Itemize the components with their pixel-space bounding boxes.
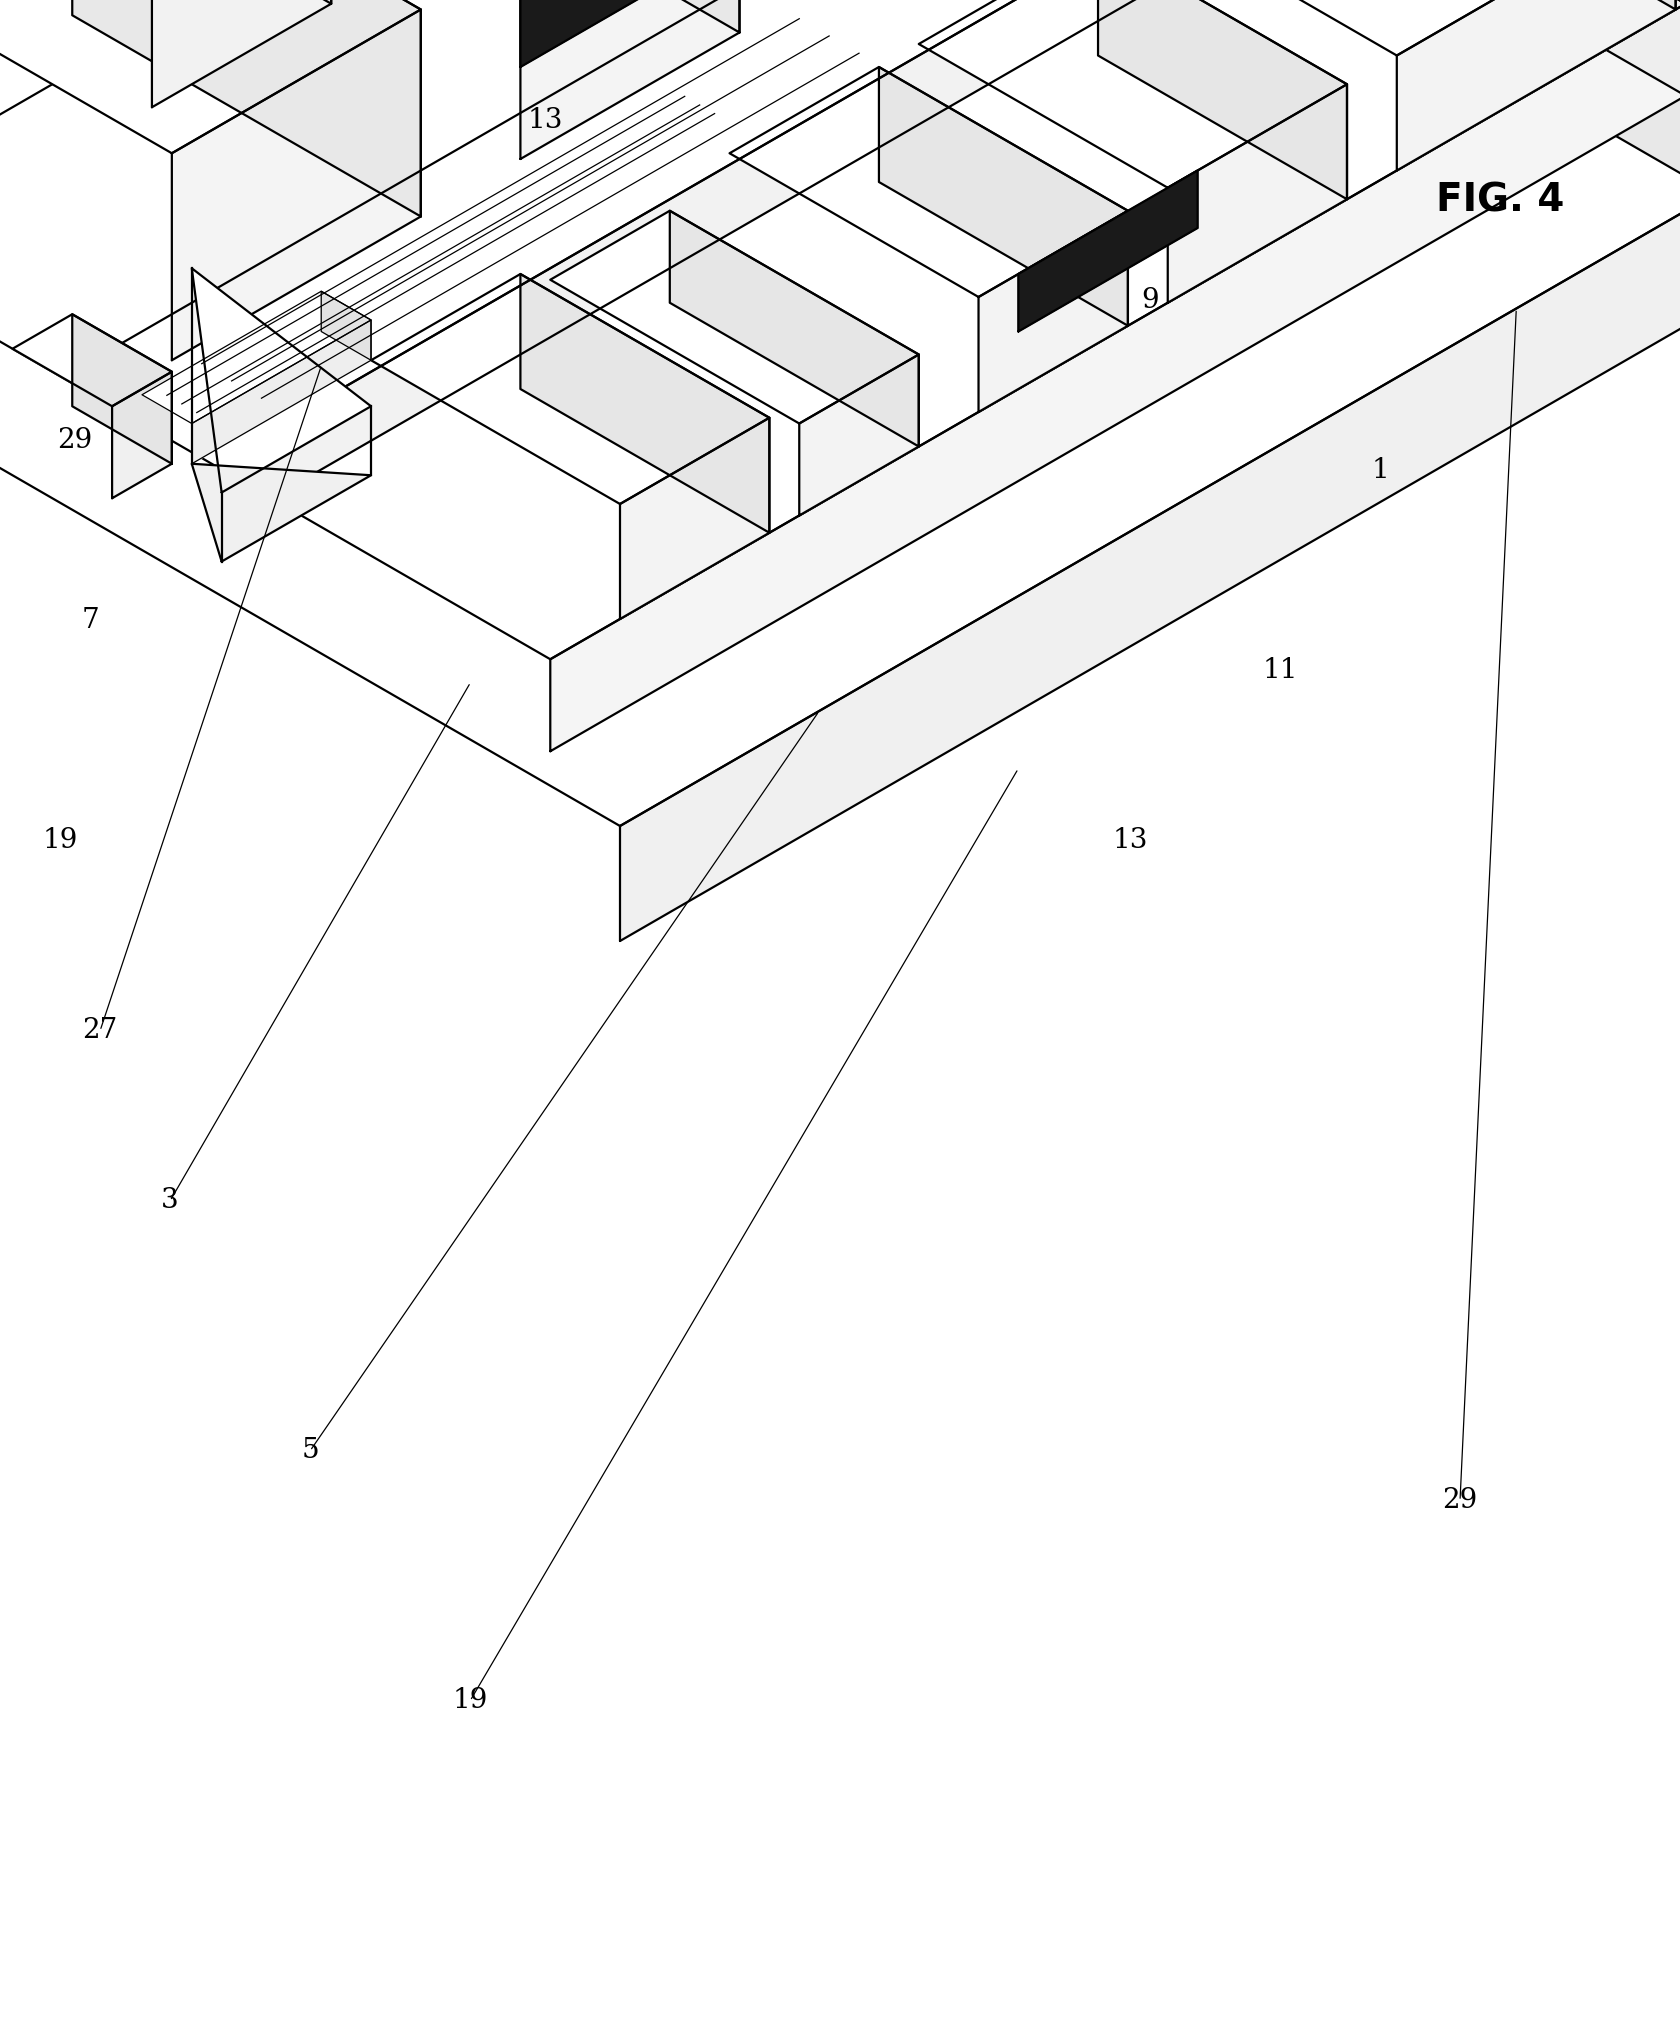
Polygon shape [521,0,739,160]
Polygon shape [72,313,171,463]
Text: 29: 29 [57,428,92,455]
Polygon shape [192,319,371,463]
Text: 19: 19 [452,1688,487,1714]
Polygon shape [521,0,739,67]
Polygon shape [371,275,769,503]
Text: 29: 29 [1443,1487,1478,1514]
Polygon shape [12,313,171,406]
Polygon shape [1099,0,1347,200]
Polygon shape [551,4,1680,752]
Text: FIG. 4: FIG. 4 [1436,182,1564,220]
Polygon shape [521,275,769,534]
Polygon shape [670,210,919,447]
Text: 5: 5 [301,1437,319,1465]
Polygon shape [551,210,919,424]
Polygon shape [1396,0,1675,170]
Polygon shape [52,0,331,4]
Text: 7: 7 [81,608,99,635]
Polygon shape [151,0,331,107]
Polygon shape [919,0,1347,188]
Polygon shape [321,291,371,360]
Polygon shape [143,291,371,424]
Polygon shape [620,418,769,618]
Polygon shape [729,67,1127,297]
Polygon shape [0,0,420,154]
Text: 1: 1 [1371,457,1389,485]
Polygon shape [939,0,1680,95]
Polygon shape [0,0,1680,659]
Polygon shape [1168,85,1347,303]
Polygon shape [391,0,739,32]
Polygon shape [620,135,1680,942]
Polygon shape [1426,0,1675,10]
Text: 27: 27 [82,1017,118,1045]
Polygon shape [192,269,371,493]
Text: 11: 11 [1262,657,1297,685]
Polygon shape [0,0,1680,827]
Text: 9: 9 [1141,287,1159,315]
Polygon shape [879,67,1127,325]
Polygon shape [978,210,1127,412]
Text: 19: 19 [42,827,77,855]
Text: 3: 3 [161,1188,178,1215]
Text: 13: 13 [1112,827,1147,855]
Text: 13: 13 [528,107,563,135]
Polygon shape [113,372,171,499]
Polygon shape [171,10,420,360]
Polygon shape [192,463,371,562]
Polygon shape [72,0,420,216]
Polygon shape [820,0,1680,251]
Polygon shape [800,354,919,515]
Polygon shape [242,0,1436,515]
Polygon shape [1018,170,1198,331]
Polygon shape [1147,0,1675,55]
Polygon shape [92,0,1436,447]
